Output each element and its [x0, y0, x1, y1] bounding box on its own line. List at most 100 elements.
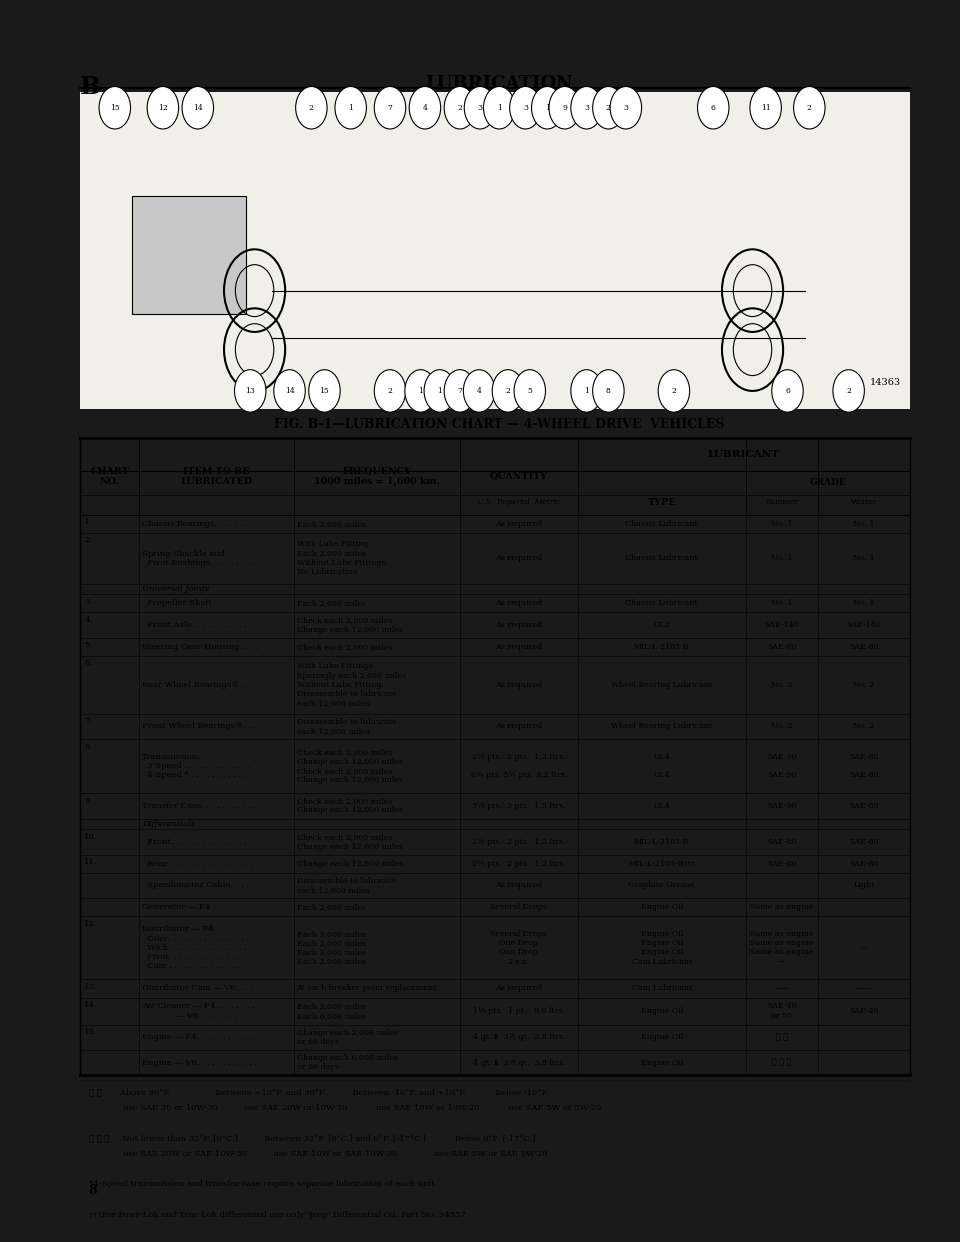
Text: Rear Wheel Bearings®. . . .: Rear Wheel Bearings®. . . . — [142, 681, 258, 689]
Text: *4-Speed transmission and transfer case require separate lubrication of each uni: *4-Speed transmission and transfer case … — [88, 1180, 437, 1189]
Circle shape — [750, 87, 781, 129]
Text: ——: —— — [774, 985, 790, 992]
Text: Engine Oil: Engine Oil — [640, 1007, 683, 1015]
Text: As required: As required — [495, 520, 542, 528]
Text: 8: 8 — [88, 1184, 97, 1197]
Text: 4: 4 — [422, 104, 427, 112]
Text: Front Wheel Bearings®. . .: Front Wheel Bearings®. . . — [142, 723, 256, 730]
Text: Transmission:
  3 Speed . . . . . . . . . . . . .
  4 Speed * . . . . . . . . . : Transmission: 3 Speed . . . . . . . . . … — [142, 753, 252, 779]
Circle shape — [592, 370, 624, 412]
Circle shape — [571, 87, 602, 129]
Text: Wheel Bearing Lubricant: Wheel Bearing Lubricant — [612, 723, 712, 730]
Text: MIL-L-2105-B: MIL-L-2105-B — [634, 838, 689, 846]
Text: 3: 3 — [477, 104, 483, 112]
Text: SAE-90

SAE-90: SAE-90 SAE-90 — [767, 753, 797, 779]
Text: 3: 3 — [584, 104, 589, 112]
Text: SAE-80: SAE-80 — [849, 838, 878, 846]
Text: SAE-40
or 50: SAE-40 or 50 — [767, 1002, 797, 1020]
Text: SAE-20: SAE-20 — [849, 1007, 878, 1015]
Text: 2: 2 — [671, 388, 677, 395]
Circle shape — [698, 87, 729, 129]
Text: 4: 4 — [477, 388, 482, 395]
Text: 1: 1 — [545, 104, 550, 112]
Text: 12.: 12. — [84, 920, 98, 928]
Text: Front Axle. . . . . . . . . . . .: Front Axle. . . . . . . . . . . . — [142, 621, 252, 630]
Circle shape — [147, 87, 179, 129]
Text: 15: 15 — [110, 104, 120, 112]
Text: 10.: 10. — [84, 833, 98, 841]
Text: ★ ★ ★     Not lower than 32°F. [0°C.]          Between 32°F. [0°C.] and 0°F. [-1: ★ ★ ★ Not lower than 32°F. [0°C.] Betwee… — [88, 1134, 535, 1143]
Circle shape — [99, 87, 131, 129]
Text: Transfer Case. . . . . . . . . . .: Transfer Case. . . . . . . . . . . — [142, 802, 256, 810]
Text: 15: 15 — [320, 388, 329, 395]
Text: No. 1: No. 1 — [853, 554, 875, 563]
Text: Several Drops
One Drop
One Drop
2 c.c.: Several Drops One Drop One Drop 2 c.c. — [491, 930, 547, 965]
Text: 8: 8 — [606, 388, 611, 395]
Text: Chassis Lubricant: Chassis Lubricant — [625, 554, 698, 563]
Text: ITEM TO BE
LUBRICATED: ITEM TO BE LUBRICATED — [180, 467, 252, 486]
Text: Chassis Lubricant: Chassis Lubricant — [625, 520, 698, 528]
Text: Engine Oil: Engine Oil — [640, 903, 683, 912]
Text: Several Drops: Several Drops — [491, 903, 547, 912]
Text: 5.: 5. — [84, 641, 92, 650]
Text: Change each 2,000 miles
or 60 days: Change each 2,000 miles or 60 days — [297, 1028, 397, 1046]
Text: Same as engine: Same as engine — [750, 903, 813, 912]
Text: SAE-80: SAE-80 — [767, 838, 797, 846]
Text: 7: 7 — [458, 388, 463, 395]
Text: 2: 2 — [388, 388, 393, 395]
Text: 2: 2 — [606, 104, 611, 112]
Text: Air Cleaner — F4. . . . . . . .
             — V6. . . . . . . .: Air Cleaner — F4. . . . . . . . — V6. . … — [142, 1002, 254, 1020]
Text: 11: 11 — [760, 104, 771, 112]
Text: Light: Light — [853, 882, 875, 889]
Text: 1: 1 — [438, 388, 443, 395]
Text: 14363: 14363 — [870, 378, 901, 388]
Text: 14.: 14. — [84, 1001, 98, 1009]
Text: LUBRICANT: LUBRICANT — [708, 450, 780, 460]
Text: 13: 13 — [246, 388, 255, 395]
Text: FIG. B-1—LUBRICATION CHART — 4-WHEEL DRIVE  VEHICLES: FIG. B-1—LUBRICATION CHART — 4-WHEEL DRI… — [274, 419, 725, 431]
Text: 2: 2 — [846, 388, 852, 395]
Text: 4 qt. Ⅱ  3½ qt.  3,8 ltrs.: 4 qt. Ⅱ 3½ qt. 3,8 ltrs. — [472, 1058, 565, 1067]
Text: No. 2: No. 2 — [853, 681, 875, 689]
Text: U.S.  Imperial  Metric: U.S. Imperial Metric — [477, 498, 561, 507]
Text: No. 2: No. 2 — [853, 723, 875, 730]
Text: SAE-80: SAE-80 — [767, 643, 797, 651]
Text: SAE-80: SAE-80 — [849, 859, 878, 868]
Text: Disassemble to lubricate
each 12,000 miles: Disassemble to lubricate each 12,000 mil… — [297, 877, 396, 894]
Text: 4.: 4. — [84, 616, 92, 623]
Text: As required: As required — [495, 985, 542, 992]
Text: 1½ pts.  1 pt.   0,6 ltrs.: 1½ pts. 1 pt. 0,6 ltrs. — [472, 1007, 565, 1015]
Text: 1: 1 — [348, 104, 353, 112]
Text: 15.: 15. — [84, 1028, 98, 1036]
Text: As required: As required — [495, 643, 542, 651]
Text: 2: 2 — [458, 104, 463, 112]
Text: Generator — F4: Generator — F4 — [142, 903, 210, 912]
Text: 2.: 2. — [84, 537, 92, 544]
Circle shape — [465, 87, 495, 129]
Text: Speedometer Cable. . . . . .: Speedometer Cable. . . . . . — [142, 882, 259, 889]
Text: 2: 2 — [506, 388, 511, 395]
Text: SAE-140: SAE-140 — [847, 621, 881, 630]
Text: No. 2: No. 2 — [771, 681, 793, 689]
Text: 7.: 7. — [84, 717, 92, 725]
Text: use SAE 30 or 10W-30          use SAE 20W or 10W-30           use SAE 10W or 10W: use SAE 30 or 10W-30 use SAE 20W or 10W-… — [88, 1104, 601, 1112]
Text: Engine — F4. . . . . . . . . . . .: Engine — F4. . . . . . . . . . . . — [142, 1033, 257, 1041]
Text: No. 1: No. 1 — [853, 600, 875, 607]
Text: Check each 2,000 miles
Change each 12,000 miles: Check each 2,000 miles Change each 12,00… — [297, 616, 402, 633]
Text: use SAE 20W or SAE 10W-30          use SAE 10W or SAE 10W-30              use SA: use SAE 20W or SAE 10W-30 use SAE 10W or… — [88, 1150, 547, 1158]
Text: Each 2,000 miles
Each 6,000 miles: Each 2,000 miles Each 6,000 miles — [297, 1002, 366, 1020]
Text: QUANTITY: QUANTITY — [490, 472, 548, 481]
Text: —: — — [860, 944, 868, 951]
Text: 3: 3 — [623, 104, 629, 112]
Text: 14: 14 — [193, 104, 203, 112]
Text: Spring Shackle and
  Pivot Bushings. . . . . . . . .: Spring Shackle and Pivot Bushings. . . .… — [142, 550, 254, 566]
Text: 5: 5 — [527, 388, 532, 395]
Text: 9.: 9. — [84, 797, 92, 805]
Text: Engine Oil
Engine Oil
Engine Oil
Cam Lubricant: Engine Oil Engine Oil Engine Oil Cam Lub… — [632, 930, 692, 965]
Text: SAE-80: SAE-80 — [849, 643, 878, 651]
Circle shape — [405, 370, 436, 412]
Text: Wheel Bearing Lubricant: Wheel Bearing Lubricant — [612, 681, 712, 689]
Text: SAE-80: SAE-80 — [767, 859, 797, 868]
Text: 2: 2 — [309, 104, 314, 112]
Text: 2½ pts.  2 pts.  1,2 ltrs.

6¾ pts. 5¾ pts. 3,2 ltrs.: 2½ pts. 2 pts. 1,2 ltrs. 6¾ pts. 5¾ pts.… — [470, 753, 567, 779]
